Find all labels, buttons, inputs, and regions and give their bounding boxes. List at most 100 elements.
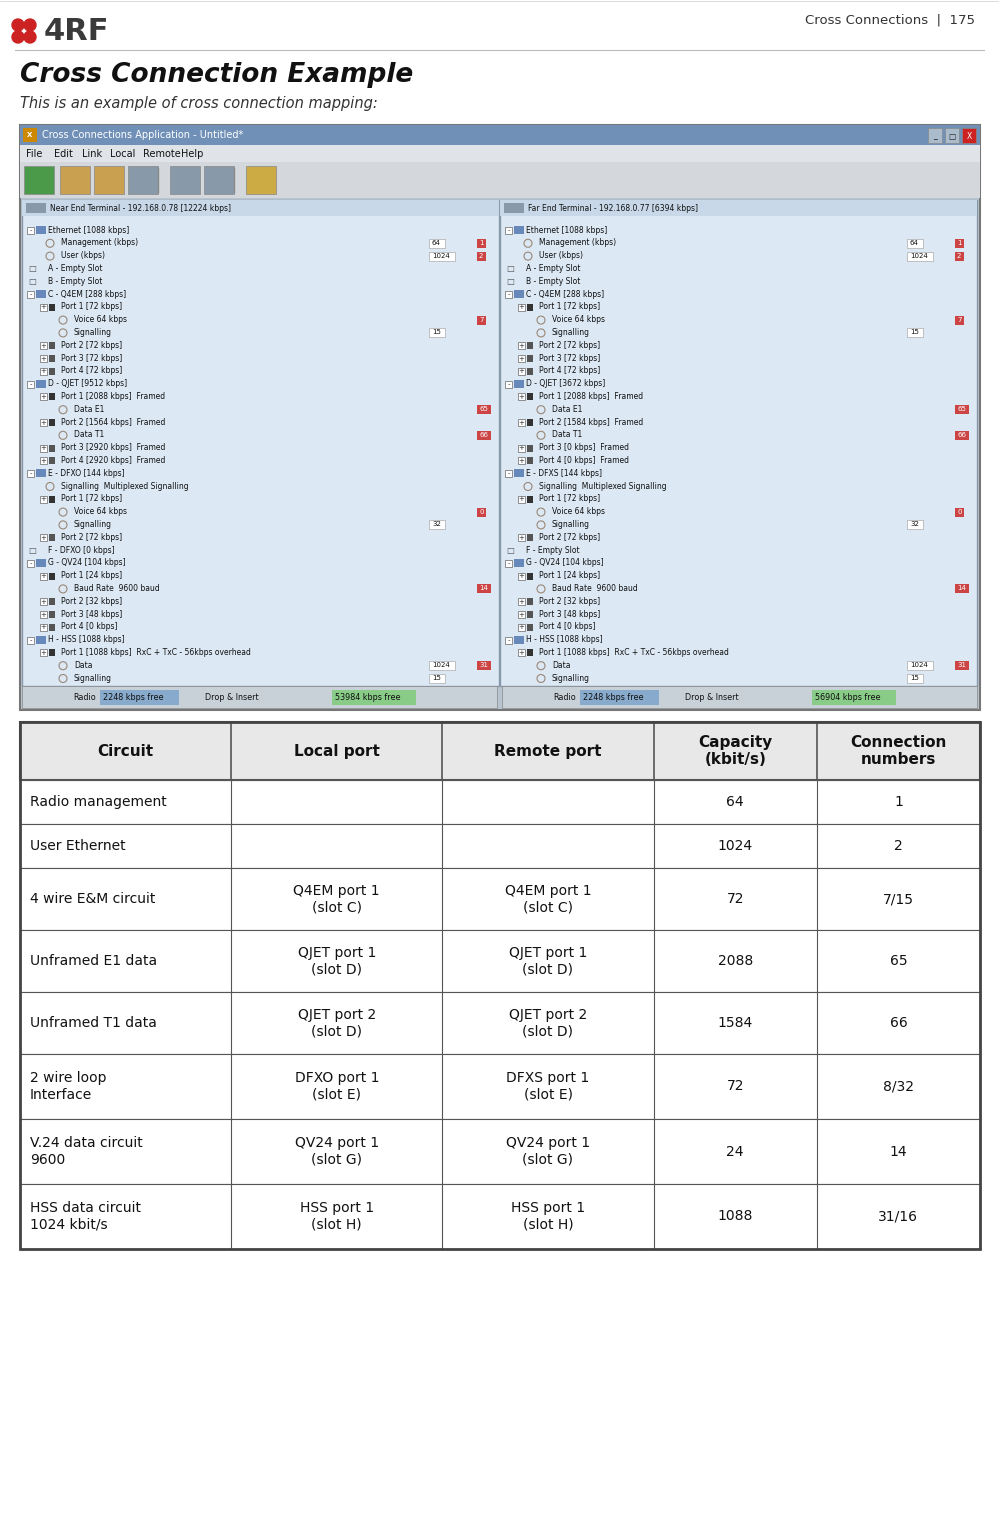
- Text: Remote port: Remote port: [495, 744, 601, 759]
- FancyBboxPatch shape: [527, 598, 533, 606]
- Text: X: X: [27, 132, 33, 138]
- Text: +: +: [41, 574, 46, 578]
- Text: F - DFXO [0 kbps]: F - DFXO [0 kbps]: [48, 546, 115, 554]
- Text: Q4EM port 1
(slot C): Q4EM port 1 (slot C): [294, 884, 380, 913]
- Text: Port 2 [32 kbps]: Port 2 [32 kbps]: [61, 597, 122, 606]
- FancyBboxPatch shape: [40, 367, 47, 375]
- Text: QJET port 2
(slot D): QJET port 2 (slot D): [298, 1008, 376, 1037]
- Text: This is an example of cross connection mapping:: This is an example of cross connection m…: [20, 95, 378, 110]
- Text: Voice 64 kbps: Voice 64 kbps: [552, 506, 605, 516]
- Text: Port 3 [72 kbps]: Port 3 [72 kbps]: [61, 353, 122, 363]
- FancyBboxPatch shape: [94, 165, 124, 194]
- Text: Radio: Radio: [73, 693, 96, 701]
- FancyBboxPatch shape: [36, 558, 46, 566]
- FancyBboxPatch shape: [505, 226, 512, 234]
- Text: Baud Rate  9600 baud: Baud Rate 9600 baud: [74, 584, 160, 594]
- Text: +: +: [41, 355, 46, 361]
- FancyBboxPatch shape: [682, 690, 755, 705]
- Text: DFXS port 1
(slot E): DFXS port 1 (slot E): [506, 1071, 589, 1102]
- Text: -: -: [507, 292, 509, 297]
- Text: Capacity
(kbit/s): Capacity (kbit/s): [698, 734, 772, 767]
- Text: □: □: [506, 263, 513, 272]
- Text: 4RF: 4RF: [44, 17, 110, 46]
- Text: 32: 32: [910, 522, 919, 528]
- Text: 1024: 1024: [432, 252, 450, 259]
- Text: Port 1 [72 kbps]: Port 1 [72 kbps]: [61, 494, 122, 503]
- Text: 66: 66: [479, 431, 488, 438]
- Text: Port 2 [1584 kbps]  Framed: Port 2 [1584 kbps] Framed: [539, 418, 643, 427]
- Text: H - HSS [1088 kbps]: H - HSS [1088 kbps]: [526, 635, 602, 644]
- Text: +: +: [518, 457, 524, 464]
- FancyBboxPatch shape: [477, 405, 491, 415]
- FancyBboxPatch shape: [36, 470, 46, 477]
- FancyBboxPatch shape: [518, 367, 525, 375]
- Text: E - DFXO [144 kbps]: E - DFXO [144 kbps]: [48, 468, 125, 477]
- FancyBboxPatch shape: [955, 315, 964, 324]
- FancyBboxPatch shape: [518, 496, 525, 503]
- FancyBboxPatch shape: [36, 226, 46, 234]
- FancyBboxPatch shape: [500, 200, 977, 685]
- Text: Port 1 [24 kbps]: Port 1 [24 kbps]: [539, 571, 600, 580]
- Text: +: +: [518, 496, 524, 502]
- Text: Port 4 [2920 kbps]  Framed: Port 4 [2920 kbps] Framed: [61, 456, 166, 465]
- Text: Port 4 [0 kbps]: Port 4 [0 kbps]: [539, 623, 595, 632]
- FancyBboxPatch shape: [907, 675, 923, 682]
- FancyBboxPatch shape: [477, 661, 491, 670]
- FancyBboxPatch shape: [27, 560, 34, 566]
- Text: Management (kbps): Management (kbps): [539, 239, 616, 248]
- Text: Far End Terminal - 192.168.0.77 [6394 kbps]: Far End Terminal - 192.168.0.77 [6394 kb…: [528, 203, 698, 213]
- Text: Signalling: Signalling: [74, 673, 112, 682]
- Text: Ethernet [1088 kbps]: Ethernet [1088 kbps]: [526, 225, 607, 234]
- Text: Local: Local: [110, 148, 136, 159]
- FancyBboxPatch shape: [170, 165, 200, 194]
- FancyBboxPatch shape: [518, 649, 525, 656]
- FancyBboxPatch shape: [20, 1118, 980, 1184]
- Text: D - QJET [9512 kbps]: D - QJET [9512 kbps]: [48, 379, 127, 389]
- Text: 15: 15: [432, 329, 441, 335]
- FancyBboxPatch shape: [70, 690, 102, 705]
- Text: QJET port 2
(slot D): QJET port 2 (slot D): [508, 1008, 587, 1037]
- FancyBboxPatch shape: [49, 572, 55, 580]
- Text: Port 4 [0 kbps]: Port 4 [0 kbps]: [61, 623, 118, 632]
- FancyBboxPatch shape: [955, 405, 969, 415]
- FancyBboxPatch shape: [518, 445, 525, 451]
- Circle shape: [24, 18, 36, 31]
- Text: □: □: [28, 263, 36, 272]
- Text: +: +: [518, 574, 524, 578]
- FancyBboxPatch shape: [40, 393, 47, 401]
- Text: □: □: [506, 546, 513, 554]
- Text: C - Q4EM [288 kbps]: C - Q4EM [288 kbps]: [526, 289, 604, 298]
- FancyBboxPatch shape: [49, 610, 55, 618]
- FancyBboxPatch shape: [928, 129, 942, 142]
- Text: +: +: [41, 304, 46, 311]
- Text: Cross Connection Example: Cross Connection Example: [20, 63, 414, 89]
- FancyBboxPatch shape: [518, 343, 525, 349]
- Text: +: +: [41, 598, 46, 604]
- FancyBboxPatch shape: [518, 624, 525, 630]
- Text: 72: 72: [726, 1080, 744, 1094]
- FancyBboxPatch shape: [955, 584, 969, 594]
- FancyBboxPatch shape: [40, 445, 47, 451]
- Text: 7/15: 7/15: [883, 892, 914, 906]
- FancyBboxPatch shape: [527, 457, 533, 465]
- Text: 2: 2: [957, 252, 961, 259]
- FancyBboxPatch shape: [429, 239, 445, 248]
- FancyBboxPatch shape: [20, 868, 980, 930]
- Text: User Ethernet: User Ethernet: [30, 838, 126, 854]
- Text: Signalling: Signalling: [552, 327, 590, 337]
- FancyBboxPatch shape: [40, 610, 47, 618]
- Text: Port 2 [32 kbps]: Port 2 [32 kbps]: [539, 597, 600, 606]
- Text: Voice 64 kbps: Voice 64 kbps: [552, 315, 605, 324]
- Text: 66: 66: [957, 431, 966, 438]
- FancyBboxPatch shape: [518, 355, 525, 363]
- FancyBboxPatch shape: [204, 165, 234, 194]
- Text: 24: 24: [726, 1144, 744, 1158]
- Text: 15: 15: [910, 675, 919, 681]
- Text: HSS port 1
(slot H): HSS port 1 (slot H): [510, 1201, 585, 1232]
- FancyBboxPatch shape: [955, 431, 969, 439]
- Text: Data T1: Data T1: [552, 430, 582, 439]
- Text: 2088: 2088: [717, 955, 753, 968]
- FancyBboxPatch shape: [49, 457, 55, 465]
- Text: 2248 kbps free: 2248 kbps free: [583, 693, 643, 701]
- FancyBboxPatch shape: [518, 304, 525, 311]
